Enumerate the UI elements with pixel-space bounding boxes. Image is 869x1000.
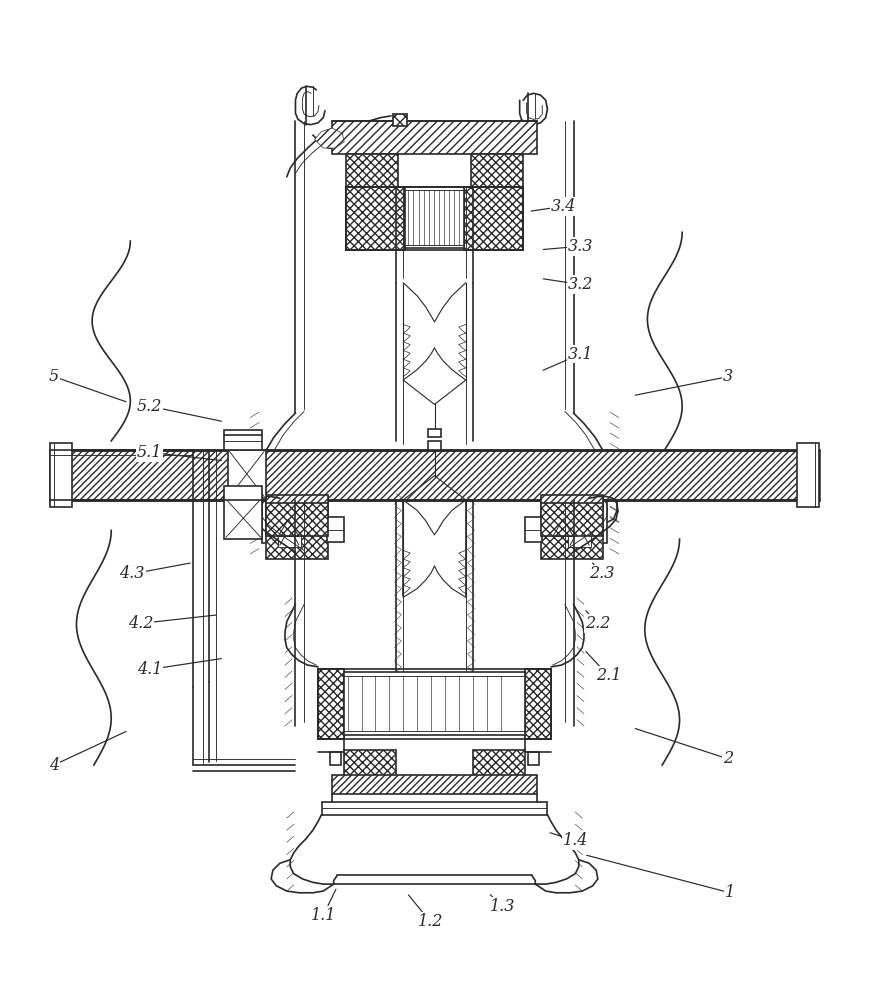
Bar <box>224 486 262 500</box>
Bar <box>50 443 72 507</box>
Bar <box>346 187 523 250</box>
Text: 2.1: 2.1 <box>595 667 621 684</box>
Bar <box>541 495 603 503</box>
Bar <box>344 750 396 776</box>
Bar <box>428 429 441 437</box>
Text: 5.1: 5.1 <box>136 444 163 461</box>
Text: 4.2: 4.2 <box>128 615 154 632</box>
Text: 4.3: 4.3 <box>119 565 145 582</box>
Bar <box>405 187 464 248</box>
Bar <box>278 509 301 547</box>
Bar <box>346 187 405 250</box>
Text: 1.3: 1.3 <box>489 898 515 915</box>
Text: 1: 1 <box>725 884 735 901</box>
Bar <box>266 497 328 559</box>
Text: 3.1: 3.1 <box>567 346 594 363</box>
Polygon shape <box>393 114 407 126</box>
Bar <box>262 500 297 543</box>
Polygon shape <box>315 128 344 148</box>
Bar <box>572 500 607 543</box>
Text: 1.1: 1.1 <box>310 907 336 924</box>
Bar <box>332 121 537 154</box>
Text: 3: 3 <box>723 368 733 385</box>
Bar <box>528 752 539 765</box>
Text: 2: 2 <box>723 750 733 767</box>
Bar <box>266 495 328 503</box>
Bar <box>266 497 328 536</box>
Bar <box>568 509 591 547</box>
Text: 3.3: 3.3 <box>567 238 594 255</box>
Bar <box>541 497 603 536</box>
Bar <box>50 450 819 500</box>
Bar <box>525 669 551 739</box>
Text: 1.2: 1.2 <box>417 913 443 930</box>
Bar <box>224 497 262 539</box>
Bar <box>464 187 523 250</box>
Bar <box>346 187 405 250</box>
Bar <box>797 443 819 507</box>
Bar <box>464 187 523 250</box>
Bar <box>228 450 266 498</box>
Bar <box>344 672 525 735</box>
Bar <box>332 775 537 794</box>
Text: 5: 5 <box>49 368 59 385</box>
Text: 2.3: 2.3 <box>588 565 614 582</box>
Bar <box>471 154 523 187</box>
Bar <box>428 441 441 450</box>
Text: 4: 4 <box>49 757 59 774</box>
Text: 3.2: 3.2 <box>567 276 594 293</box>
Bar <box>327 517 344 542</box>
Text: 2.2: 2.2 <box>585 615 611 632</box>
Bar <box>541 497 603 559</box>
Bar <box>330 752 341 765</box>
Bar <box>318 669 344 739</box>
Text: 1.4: 1.4 <box>562 832 588 849</box>
Bar <box>318 669 551 739</box>
Text: 5.2: 5.2 <box>136 398 163 415</box>
Bar <box>318 669 344 739</box>
Bar <box>346 154 398 187</box>
Bar <box>473 750 525 776</box>
Bar <box>525 517 542 542</box>
Bar <box>224 430 262 450</box>
Text: 3.4: 3.4 <box>550 198 576 215</box>
Bar <box>525 669 551 739</box>
Text: 4.1: 4.1 <box>136 661 163 678</box>
